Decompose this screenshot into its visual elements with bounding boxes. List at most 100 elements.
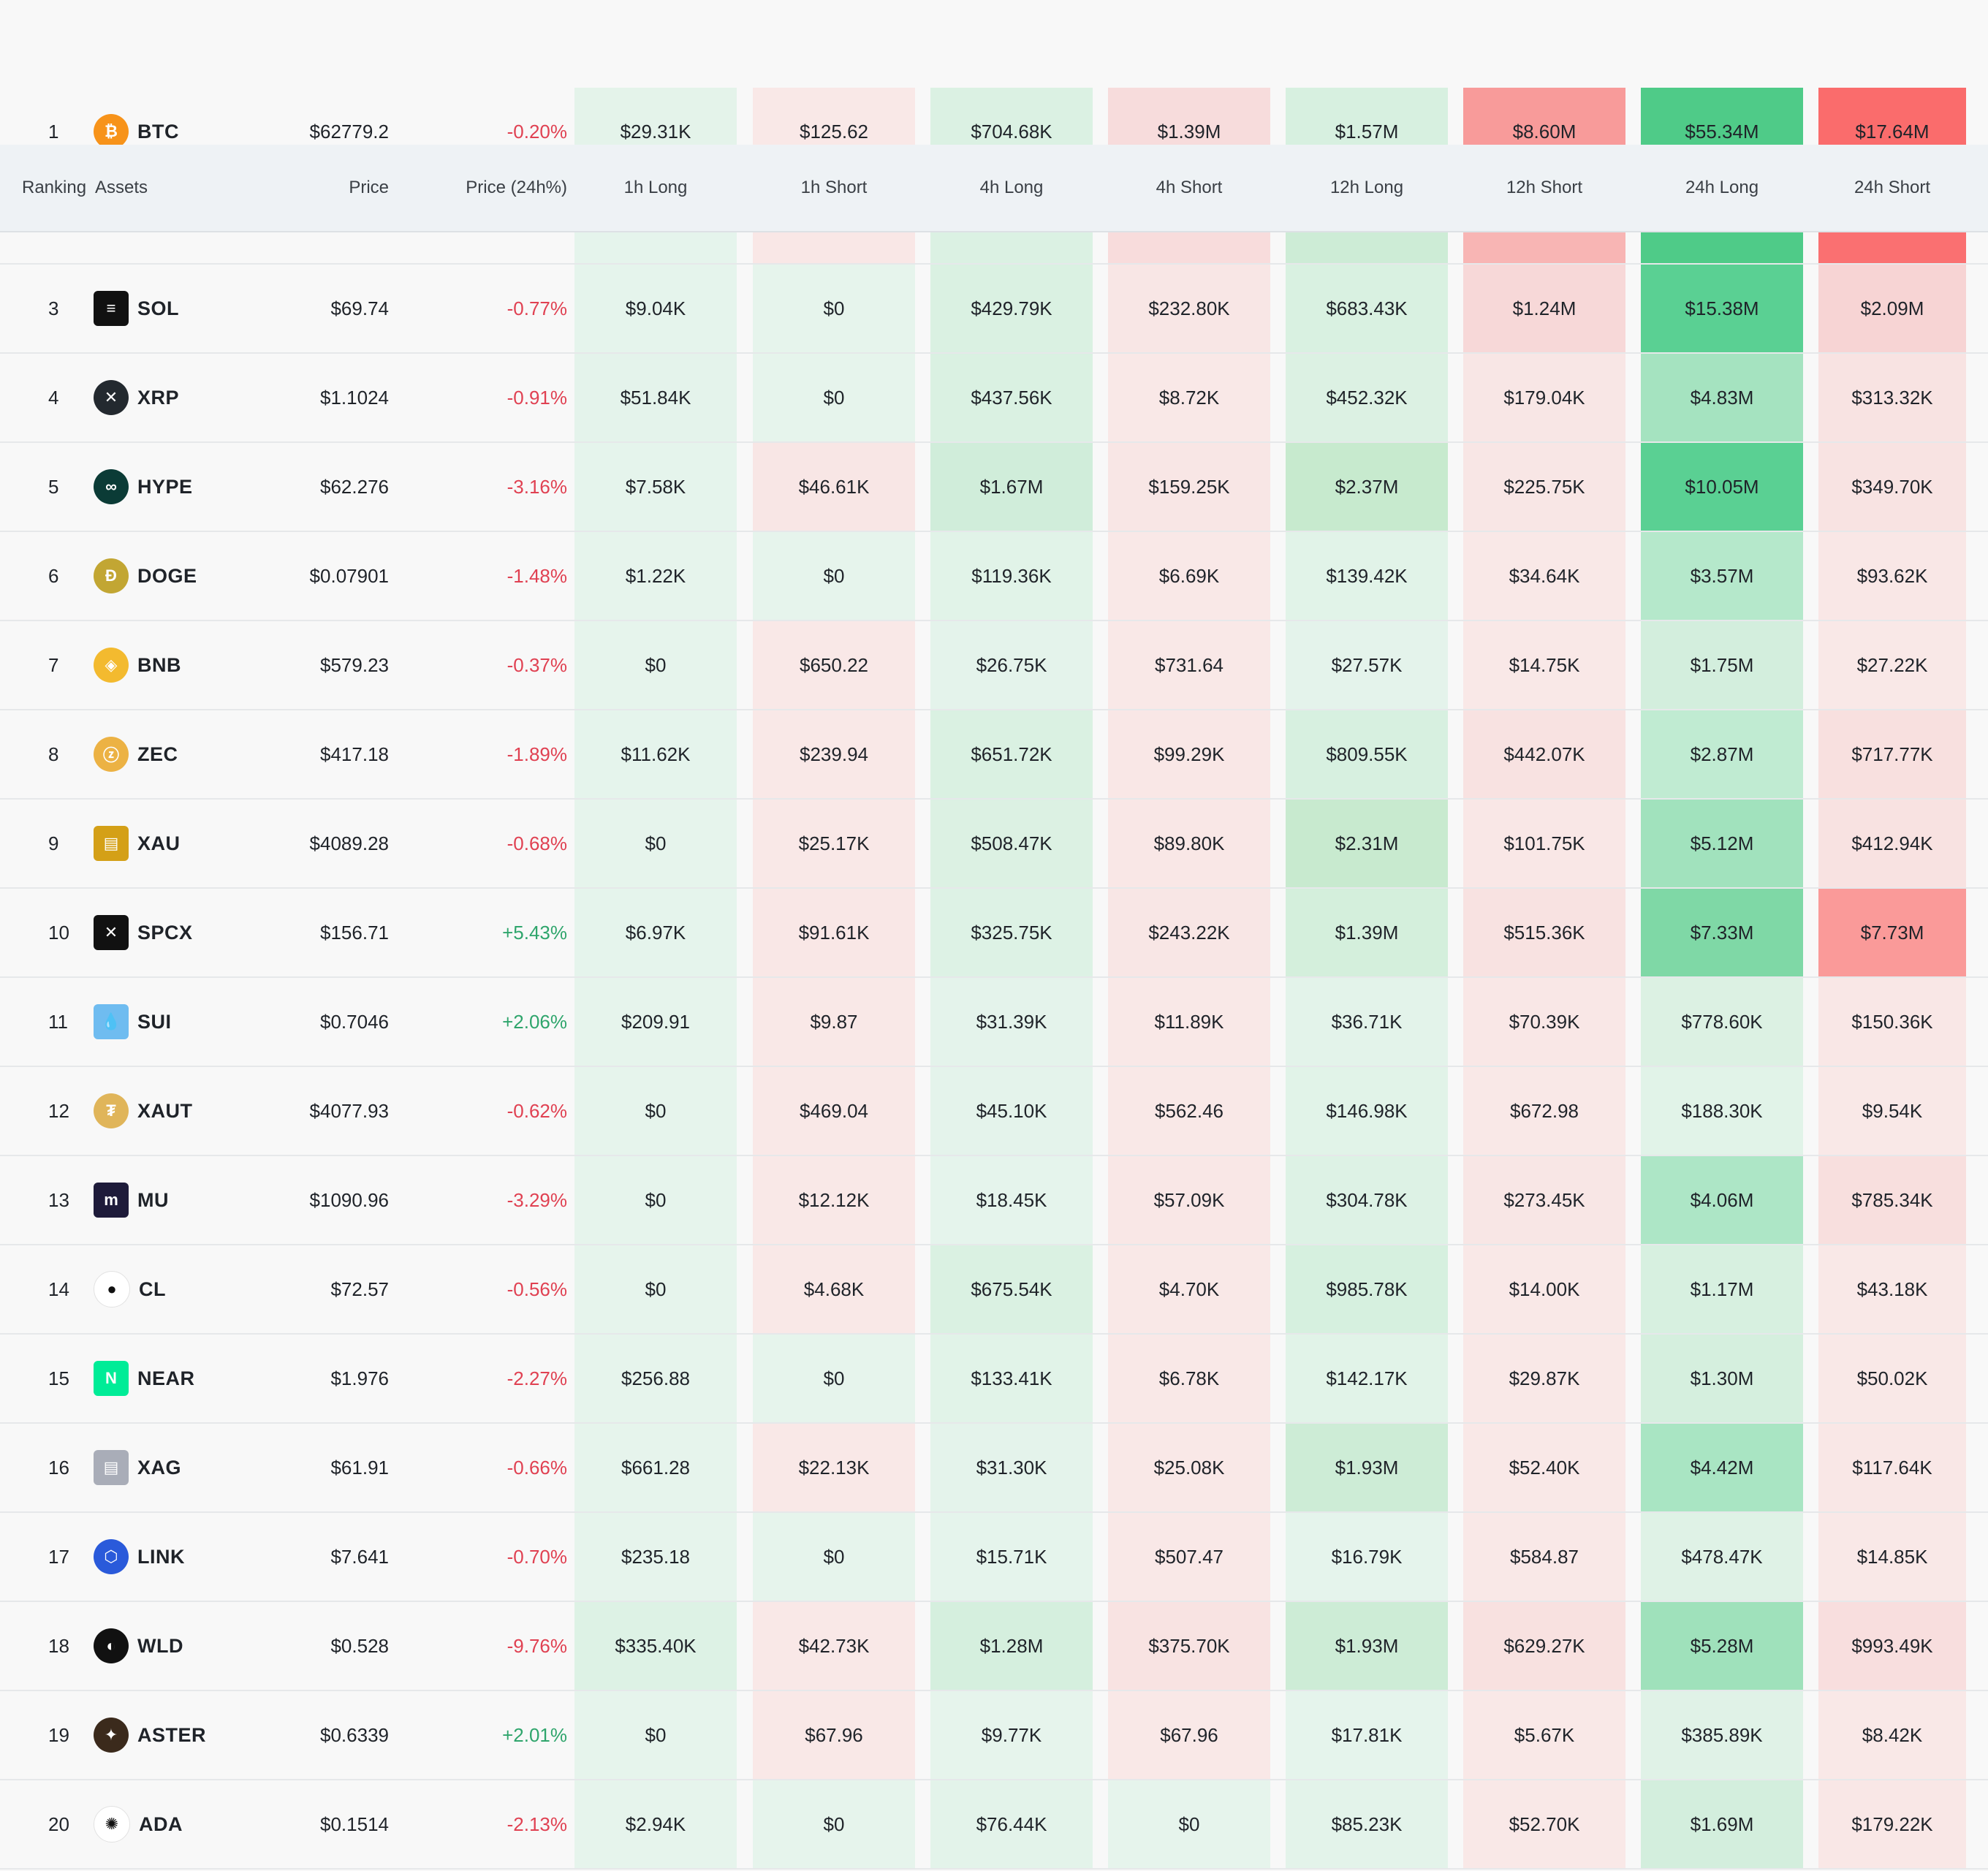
asset-cell[interactable]: ∞ HYPE bbox=[94, 443, 284, 531]
asset-symbol[interactable]: XAUT bbox=[137, 1099, 193, 1122]
table-row[interactable]: $335.40K $42.73K $1.28M $375.70K $1.93M $629.… bbox=[0, 1602, 1988, 1691]
table-row[interactable]: $209.91 $9.87 $31.39K $11.89K $36.71K $70.39K… bbox=[0, 978, 1988, 1067]
liq-cell-4h-short: $4.70K bbox=[1108, 1245, 1270, 1333]
liq-cell-24h-long: $188.30K bbox=[1641, 1067, 1803, 1155]
asset-cell[interactable]: ₿ BTC bbox=[94, 88, 284, 175]
column-header-12h-short[interactable]: 12h Short bbox=[1506, 178, 1583, 197]
asset-symbol[interactable]: XAU bbox=[137, 832, 181, 854]
liq-cell-24h-short: $179.22K bbox=[1818, 1780, 1966, 1868]
row-divider bbox=[0, 709, 1988, 710]
table-row[interactable]: $0 $650.22 $26.75K $731.64 $27.57K $14.75K $1.… bbox=[0, 621, 1988, 710]
asset-symbol[interactable]: CL bbox=[139, 1278, 166, 1300]
asset-symbol[interactable]: SUI bbox=[137, 1010, 172, 1033]
micron-icon: m bbox=[94, 1183, 129, 1218]
price-change-24h: +2.01% bbox=[502, 1723, 567, 1746]
asset-symbol[interactable]: ASTER bbox=[137, 1723, 207, 1746]
table-row[interactable]: $0 $12.12K $18.45K $57.09K $304.78K $273.45K $… bbox=[0, 1156, 1988, 1245]
asset-cell[interactable]: ✦ ASTER bbox=[94, 1691, 284, 1779]
table-row[interactable]: $51.84K $0 $437.56K $8.72K $452.32K $179.04K $… bbox=[0, 354, 1988, 443]
asset-symbol[interactable]: HYPE bbox=[137, 475, 193, 498]
liq-cell-24h-short: $9.54K bbox=[1818, 1067, 1966, 1155]
liq-cell-24h-short: $349.70K bbox=[1818, 443, 1966, 531]
liq-cell-24h-short: $93.62K bbox=[1818, 532, 1966, 620]
asset-symbol[interactable]: SPCX bbox=[137, 921, 193, 944]
asset-symbol[interactable]: NEAR bbox=[137, 1367, 195, 1389]
table-row[interactable]: $235.18 $0 $15.71K $507.47 $16.79K $584.87 $47… bbox=[0, 1513, 1988, 1602]
asset-cell[interactable]: ≡ SOL bbox=[94, 265, 284, 352]
asset-cell[interactable]: ✺ ADA bbox=[94, 1780, 284, 1868]
liq-cell-12h-short bbox=[1463, 231, 1625, 265]
column-header-ranking[interactable]: Ranking bbox=[22, 178, 87, 197]
table-row-partial[interactable] bbox=[0, 231, 1988, 265]
column-header-4h-short[interactable]: 4h Short bbox=[1156, 178, 1223, 197]
liq-cell-4h-long: $26.75K bbox=[930, 621, 1093, 709]
asset-price: $72.57 bbox=[330, 1278, 389, 1300]
asset-cell[interactable]: ₮ XAUT bbox=[94, 1067, 284, 1155]
column-header-24h-long[interactable]: 24h Long bbox=[1685, 178, 1759, 197]
row-divider bbox=[0, 620, 1988, 621]
asset-cell[interactable]: ✕ XRP bbox=[94, 354, 284, 441]
sui-icon: 💧 bbox=[94, 1004, 129, 1039]
asset-cell[interactable]: ⬡ LINK bbox=[94, 1513, 284, 1601]
asset-symbol[interactable]: MU bbox=[137, 1188, 169, 1211]
price-change-24h: -2.27% bbox=[507, 1367, 567, 1389]
asset-symbol[interactable]: SOL bbox=[137, 297, 180, 319]
table-row[interactable]: $11.62K $239.94 $651.72K $99.29K $809.55K $44… bbox=[0, 710, 1988, 800]
asset-cell[interactable]: 💧 SUI bbox=[94, 978, 284, 1066]
table-row[interactable]: $0 $4.68K $675.54K $4.70K $985.78K $14.00K $1.… bbox=[0, 1245, 1988, 1335]
table-row[interactable]: $6.97K $91.61K $325.75K $243.22K $1.39M $515.… bbox=[0, 889, 1988, 978]
table-row[interactable]: $9.04K $0 $429.79K $232.80K $683.43K $1.24M $1… bbox=[0, 265, 1988, 354]
asset-cell[interactable]: N NEAR bbox=[94, 1335, 284, 1422]
table-row[interactable]: $256.88 $0 $133.41K $6.78K $142.17K $29.87K $1… bbox=[0, 1335, 1988, 1424]
asset-symbol[interactable]: WLD bbox=[137, 1634, 183, 1657]
liq-cell-24h-short: $412.94K bbox=[1818, 800, 1966, 887]
liq-cell-1h-short: $22.13K bbox=[753, 1424, 915, 1511]
liq-cell-12h-short: $14.00K bbox=[1463, 1245, 1625, 1333]
liq-cell-4h-short: $89.80K bbox=[1108, 800, 1270, 887]
liq-cell-1h-short: $0 bbox=[753, 265, 915, 352]
column-header-assets[interactable]: Assets bbox=[95, 178, 148, 197]
table-row[interactable]: $661.28 $22.13K $31.30K $25.08K $1.93M $52.40… bbox=[0, 1424, 1988, 1513]
asset-cell[interactable]: ◐ WLD bbox=[94, 1602, 284, 1690]
asset-cell[interactable]: ⓩ ZEC bbox=[94, 710, 284, 798]
asset-cell[interactable]: ◈ BNB bbox=[94, 621, 284, 709]
liq-cell-4h-long: $1.67M bbox=[930, 443, 1093, 531]
asset-cell[interactable]: ▤ XAG bbox=[94, 1424, 284, 1511]
asset-cell[interactable]: ✕ SPCX bbox=[94, 889, 284, 976]
column-header-1h-long[interactable]: 1h Long bbox=[623, 178, 688, 197]
asset-symbol[interactable]: BTC bbox=[137, 120, 179, 143]
table-row[interactable]: $7.58K $46.61K $1.67M $159.25K $2.37M $225.75… bbox=[0, 443, 1988, 532]
asset-symbol[interactable]: BNB bbox=[137, 653, 181, 676]
liq-cell-12h-short: $179.04K bbox=[1463, 354, 1625, 441]
column-header-price-change[interactable]: Price (24h%) bbox=[466, 178, 567, 197]
asset-cell[interactable]: ▤ XAU bbox=[94, 800, 284, 887]
table-row[interactable]: $2.94K $0 $76.44K $0 $85.23K $52.70K $1.69M $17… bbox=[0, 1780, 1988, 1870]
liq-cell-4h-short: $6.78K bbox=[1108, 1335, 1270, 1422]
column-header-12h-long[interactable]: 12h Long bbox=[1329, 178, 1404, 197]
asset-symbol[interactable]: XAG bbox=[137, 1456, 182, 1479]
asset-symbol[interactable]: DOGE bbox=[137, 564, 197, 587]
asset-cell[interactable]: ● CL bbox=[94, 1245, 284, 1333]
table-row[interactable]: $0 $469.04 $45.10K $562.46 $146.98K $672.98 $1… bbox=[0, 1067, 1988, 1156]
asset-symbol[interactable]: ZEC bbox=[137, 743, 178, 765]
row-divider bbox=[0, 976, 1988, 978]
column-header-1h-short[interactable]: 1h Short bbox=[800, 178, 868, 197]
liq-cell-12h-short: $629.27K bbox=[1463, 1602, 1625, 1690]
asset-cell[interactable]: Ð DOGE bbox=[94, 532, 284, 620]
table-row[interactable]: $0 $25.17K $508.47K $89.80K $2.31M $101.75K $5… bbox=[0, 800, 1988, 889]
liq-cell-24h-long: $4.06M bbox=[1641, 1156, 1803, 1244]
column-header-price[interactable]: Price bbox=[349, 178, 389, 197]
liq-cell-1h-long: $0 bbox=[574, 1691, 737, 1779]
rank-number: 20 bbox=[48, 1813, 69, 1835]
asset-symbol[interactable]: ADA bbox=[139, 1813, 183, 1835]
row-divider bbox=[0, 1511, 1988, 1513]
asset-symbol[interactable]: LINK bbox=[137, 1545, 185, 1568]
table-row[interactable]: $1.22K $0 $119.36K $6.69K $139.42K $34.64K $3.… bbox=[0, 532, 1988, 621]
asset-cell[interactable]: m MU bbox=[94, 1156, 284, 1244]
column-header-4h-long[interactable]: 4h Long bbox=[979, 178, 1044, 197]
liq-cell-1h-long: $0 bbox=[574, 1067, 737, 1155]
column-header-24h-short[interactable]: 24h Short bbox=[1854, 178, 1931, 197]
table-row[interactable]: $0 $67.96 $9.77K $67.96 $17.81K $5.67K $385.89… bbox=[0, 1691, 1988, 1780]
asset-symbol[interactable]: XRP bbox=[137, 386, 180, 409]
